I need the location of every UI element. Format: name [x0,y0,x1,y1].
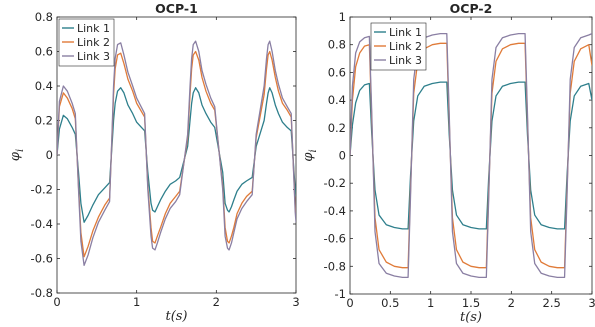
x-tick-label: 0 [346,296,353,310]
series-line-3 [57,40,296,267]
chart-panel-1: OCP-1 0 1 2 3 -0.8 -0.6 -0.4 -0.2 0 0.2 0.4 0.6 0.8 t(… [8,1,300,324]
y-tick-label: -0.6 [324,232,346,246]
legend-label: Link 3 [389,54,422,67]
series-line-3 [350,32,592,279]
chart-panel-2: OCP-2 0 0.5 1 1.5 2 2.5 3 -1 -0.8 -0.6 -0.4 -0.2 0 0.2… [301,1,595,325]
x-tick-label: 1 [133,295,140,309]
y-tick-label: -0.4 [31,217,53,231]
series-line-1 [350,81,592,230]
y-axis-label: φi [301,149,319,161]
x-tick-label: 0 [53,295,60,309]
series-line-2 [350,42,592,269]
y-tick-label: 0.4 [328,93,346,107]
x-tick-label: 1 [427,296,434,310]
y-tick-label: 0.6 [328,65,346,79]
x-axis-label: t(s) [165,309,187,324]
y-tick-label: -0.4 [324,204,346,218]
y-tick-label: 0.6 [35,45,53,59]
x-axis-label: t(s) [460,310,482,325]
legend-label: Link 1 [389,26,422,39]
x-tick-label: 3 [588,296,595,310]
y-tick-label: 0 [46,148,53,162]
x-tick-label: 2 [508,296,515,310]
y-tick-label: -1 [335,287,346,301]
y-tick-label: -0.8 [31,286,53,300]
legend-label: Link 2 [389,40,422,53]
series-line-2 [57,50,296,258]
x-tick-label: 1.5 [462,296,480,310]
y-tick-label: 0.4 [35,79,53,93]
y-tick-label: 0.2 [328,121,346,135]
y-tick-label: -0.8 [324,259,346,273]
x-tick-label: 3 [292,295,299,309]
chart-title: OCP-2 [450,1,493,16]
legend-label: Link 2 [77,36,110,49]
x-tick-label: 2.5 [543,296,561,310]
series-line-1 [57,87,296,223]
y-tick-label: -0.2 [324,176,346,190]
chart-title: OCP-1 [155,1,198,16]
legend-label: Link 1 [77,22,110,35]
y-axis-label: φi [8,149,26,161]
x-tick-label: 2 [213,295,220,309]
y-tick-label: 1 [339,10,346,24]
y-tick-label: 0.8 [35,10,53,24]
y-tick-label: 0.2 [35,114,53,128]
x-tick-label: 0.5 [381,296,399,310]
y-tick-label: -0.6 [31,252,53,266]
y-tick-label: 0.8 [328,38,346,52]
legend-label: Link 3 [77,50,110,63]
y-tick-label: -0.2 [31,183,53,197]
y-tick-label: 0 [339,149,346,163]
